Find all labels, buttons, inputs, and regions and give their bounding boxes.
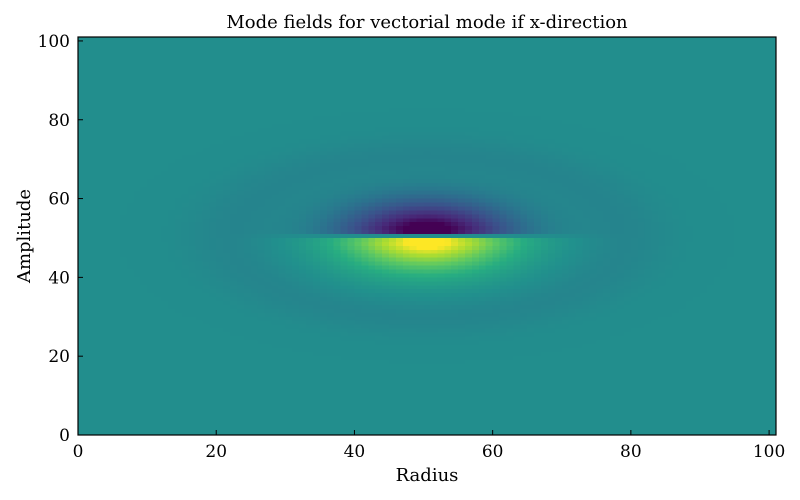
y-axis-label: Amplitude xyxy=(14,189,35,284)
y-tick-label: 100 xyxy=(38,32,70,52)
x-axis-label: Radius xyxy=(396,465,459,486)
plot-area xyxy=(77,36,777,436)
y-tick-label: 40 xyxy=(48,268,70,288)
x-axis-ticks: 0 20 40 60 80 100 xyxy=(73,430,785,462)
x-tick-label: 40 xyxy=(344,442,366,462)
chart-title: Mode fields for vectorial mode if x-dire… xyxy=(226,12,628,33)
heatmap-image xyxy=(78,37,776,435)
plot-frame xyxy=(77,36,777,436)
x-tick-label: 60 xyxy=(482,442,504,462)
x-tick-label: 80 xyxy=(620,442,642,462)
y-tick-label: 80 xyxy=(48,111,70,131)
y-tick-label: 0 xyxy=(59,426,70,446)
x-tick-label: 20 xyxy=(205,442,227,462)
y-axis-ticks: 0 20 40 60 80 100 xyxy=(38,32,83,446)
y-tick-label: 60 xyxy=(48,190,70,210)
y-tick-label: 20 xyxy=(48,347,70,367)
x-tick-label: 100 xyxy=(753,442,785,462)
x-tick-label: 0 xyxy=(73,442,84,462)
